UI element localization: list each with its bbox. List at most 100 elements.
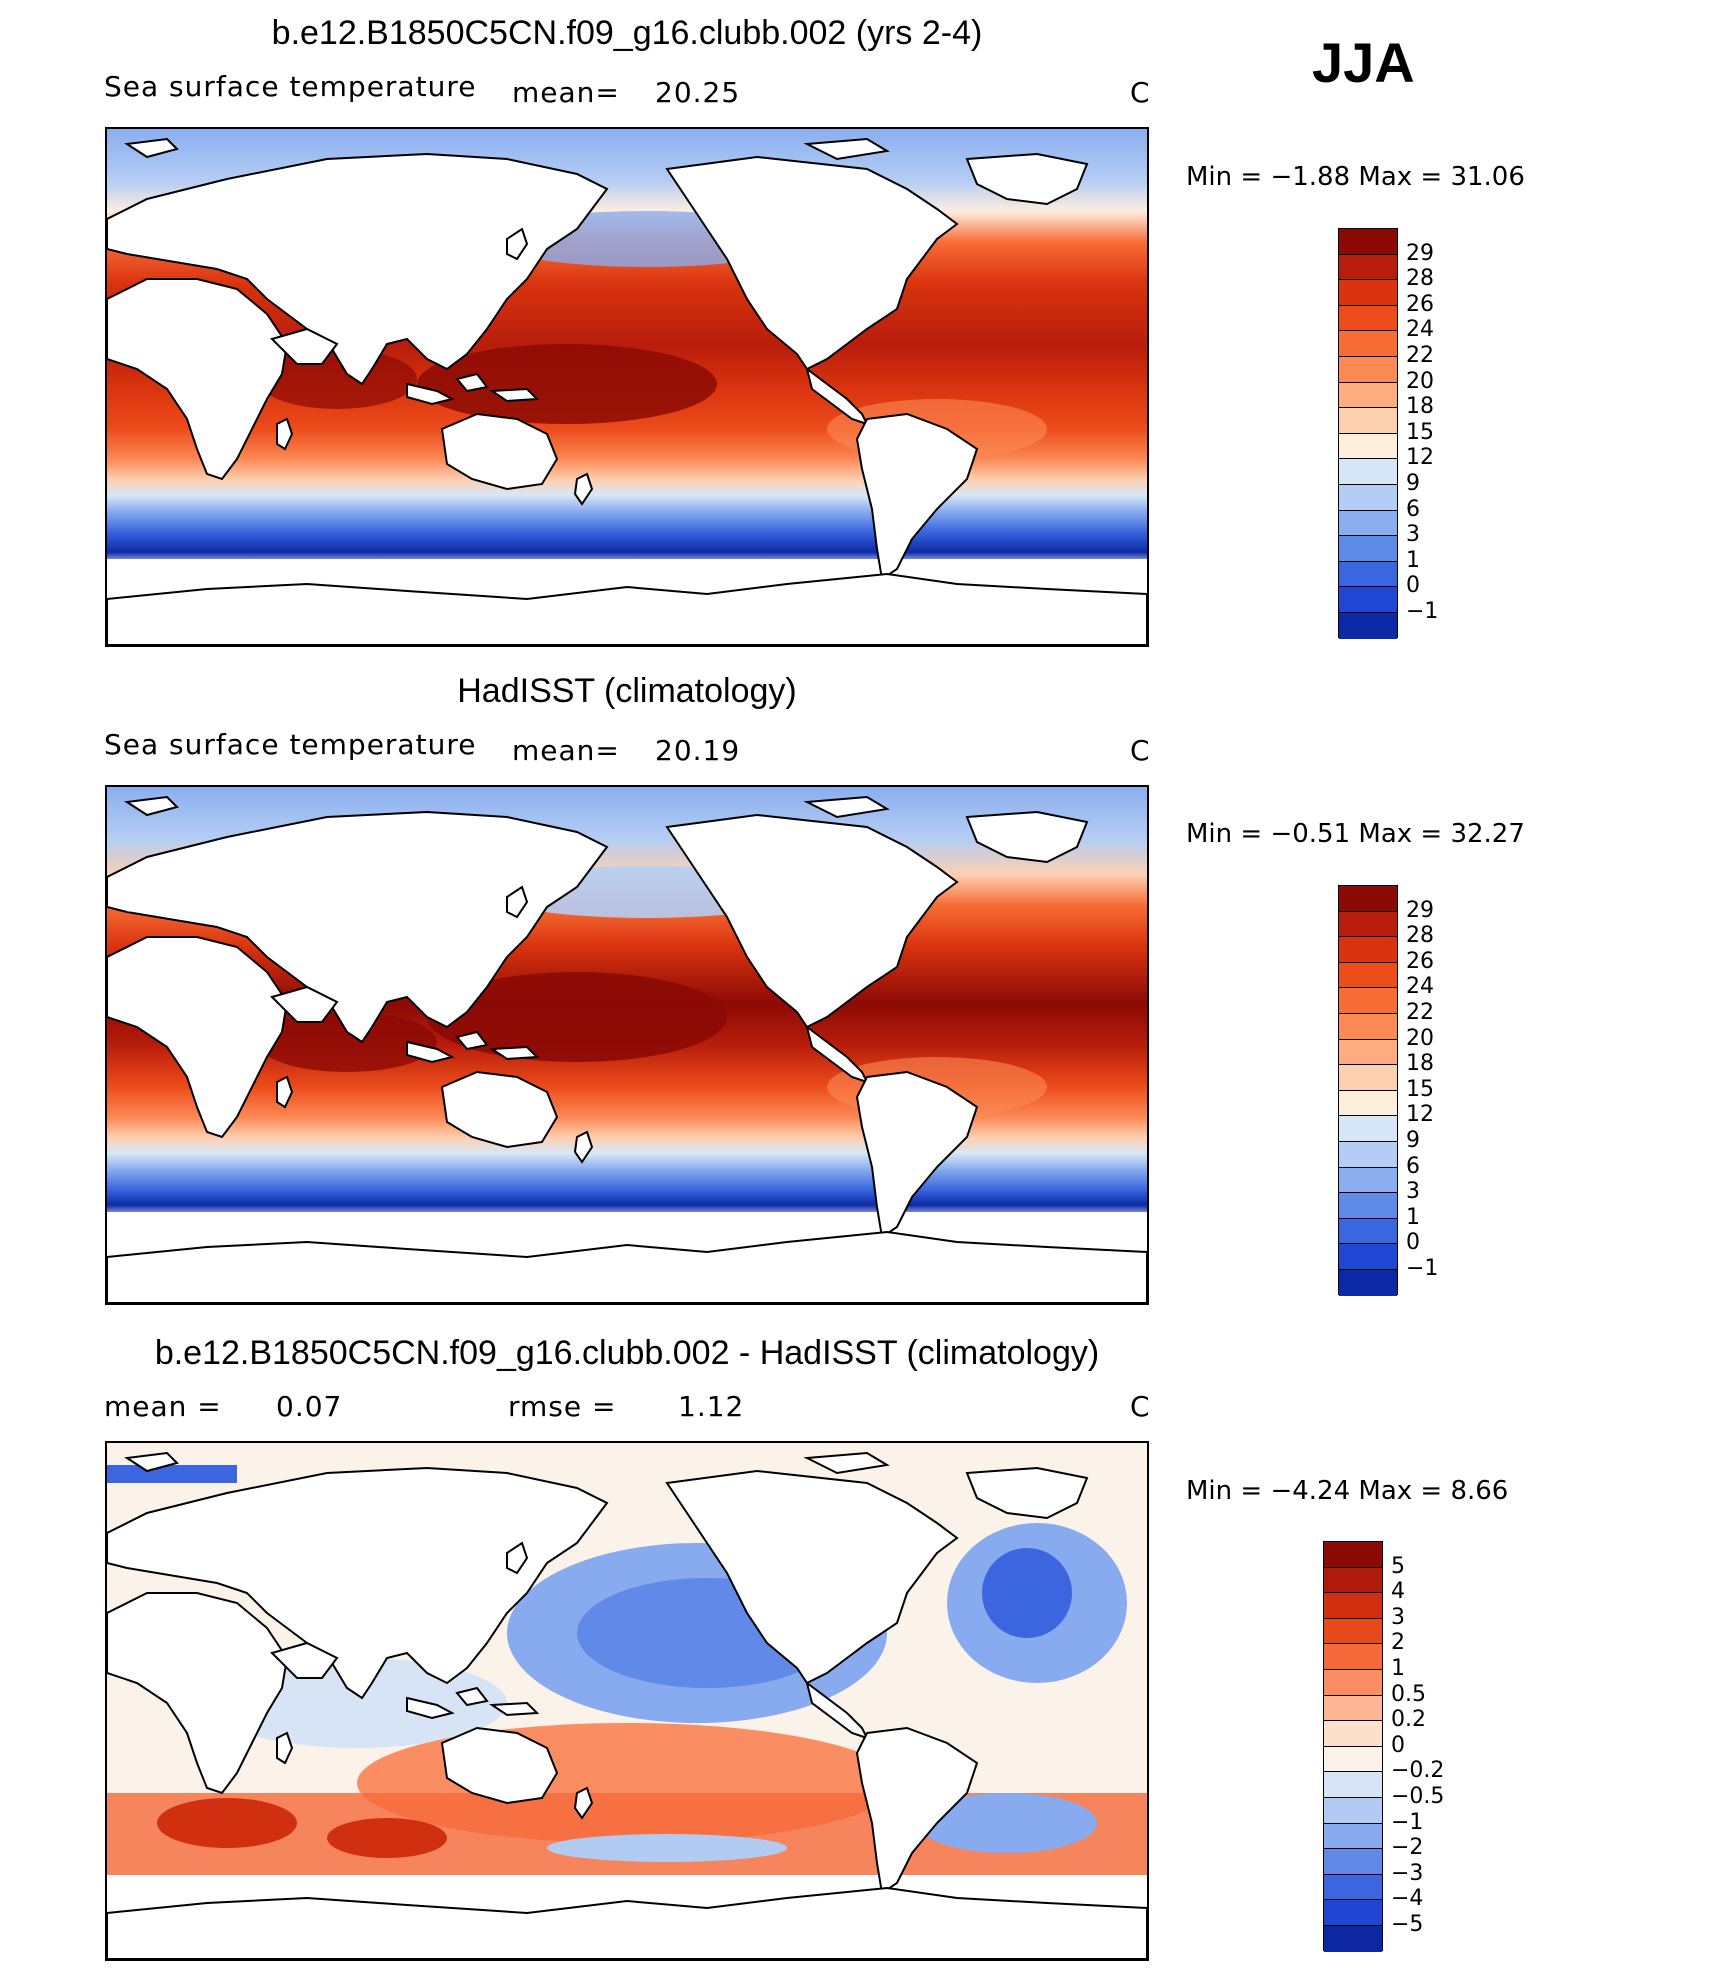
colorbar-segment	[1339, 357, 1397, 383]
colorbar-segment	[1324, 1823, 1382, 1850]
panel-1-minmax: Min = −1.88 Max = 31.06	[1186, 162, 1525, 192]
colorbar-tick-label: 29	[1406, 897, 1434, 923]
panel-3-mean-value: 0.07	[276, 1390, 343, 1423]
colorbar-segment	[1324, 1567, 1382, 1594]
colorbar-tick-label: 0.2	[1391, 1707, 1426, 1733]
colorbar-segment	[1324, 1618, 1382, 1645]
colorbar-segment	[1324, 1670, 1382, 1696]
colorbar-tick-label: −1	[1406, 1256, 1439, 1281]
colorbar-segment	[1339, 1065, 1397, 1091]
colorbar-tick-label: 24	[1406, 974, 1434, 1000]
colorbar-segment	[1339, 536, 1397, 562]
colorbar-tick-label: 3	[1391, 1604, 1405, 1630]
colorbar-tick-label: 28	[1406, 923, 1434, 949]
colorbar-segment	[1339, 408, 1397, 434]
colorbar-tick-label: 15	[1406, 419, 1434, 445]
colorbar-tick-label: 6	[1406, 1153, 1420, 1179]
colorbar-segment	[1324, 1542, 1382, 1568]
colorbar-segment	[1324, 1798, 1382, 1824]
colorbar-segment	[1324, 1746, 1382, 1773]
colorbar-tick-label: 0	[1391, 1732, 1405, 1758]
colorbar-tick-label: 26	[1406, 291, 1434, 317]
colorbar-tick-label: −1	[1391, 1809, 1424, 1835]
colorbar-tick-label: 29	[1406, 240, 1434, 266]
colorbar-box	[1338, 228, 1398, 639]
colorbar-segment	[1324, 1593, 1382, 1619]
colorbar-tick-label: 5	[1391, 1553, 1405, 1579]
colorbar-tick-label: 20	[1406, 1025, 1434, 1051]
colorbar-segment	[1339, 331, 1397, 357]
colorbar-tick-label: 0	[1406, 1230, 1420, 1256]
panel-2-mean-value: 20.19	[655, 734, 741, 767]
colorbar-segment	[1339, 485, 1397, 511]
colorbar-tick-label: −0.2	[1391, 1758, 1445, 1784]
colorbar-tick-label: 24	[1406, 317, 1434, 343]
panel-2-minmax: Min = −0.51 Max = 32.27	[1186, 819, 1525, 849]
colorbar-segment	[1339, 280, 1397, 306]
colorbar-segment	[1324, 1772, 1382, 1798]
colorbar-segment	[1339, 254, 1397, 281]
colorbar-tick-label: 9	[1406, 1128, 1420, 1153]
colorbar-segment	[1339, 510, 1397, 537]
colorbar-segment	[1339, 1218, 1397, 1245]
panel-3-units: C	[1130, 1390, 1151, 1423]
colorbar-tick-label: 0.5	[1391, 1681, 1426, 1707]
colorbar-segment	[1339, 1116, 1397, 1142]
panel-3-rmse-label: rmse =	[508, 1390, 617, 1423]
colorbar-tick-label: −5	[1391, 1912, 1424, 1937]
panel-2-title: HadISST (climatology)	[457, 672, 797, 710]
colorbar-tick-label: −4	[1391, 1886, 1424, 1912]
colorbar-segment	[1324, 1695, 1382, 1722]
colorbar-segment	[1339, 1090, 1397, 1117]
colorbar-tick-label: 26	[1406, 948, 1434, 974]
colorbar-segment	[1339, 1039, 1397, 1066]
colorbar-segment	[1339, 587, 1397, 613]
colorbar-segment	[1339, 1142, 1397, 1168]
colorbar-tick-label: 12	[1406, 445, 1434, 471]
colorbar-segment	[1339, 886, 1397, 912]
panel-2-units: C	[1130, 734, 1151, 767]
colorbar-tick-label: 6	[1406, 496, 1420, 522]
season-label: JJA	[1312, 31, 1415, 94]
panel-1-mean-label: mean=	[512, 76, 620, 109]
colorbar-box	[1338, 885, 1398, 1296]
colorbar-segment	[1339, 459, 1397, 485]
colorbar-segment	[1339, 1244, 1397, 1270]
colorbar-segment	[1339, 911, 1397, 938]
colorbar-segment	[1339, 229, 1397, 255]
colorbar-tick-label: 1	[1406, 1204, 1420, 1230]
colorbar-segment	[1324, 1926, 1382, 1952]
colorbar-tick-label: 1	[1406, 547, 1420, 573]
colorbar-tick-label: 2	[1391, 1630, 1405, 1656]
colorbar-tick-label: −0.5	[1391, 1784, 1445, 1809]
colorbar-segment	[1339, 937, 1397, 963]
panel-3-mean-label: mean =	[104, 1390, 222, 1423]
colorbar-segment	[1339, 988, 1397, 1014]
colorbar-tick-label: 9	[1406, 471, 1420, 496]
colorbar-segment	[1339, 1193, 1397, 1219]
colorbar-tick-label: 4	[1391, 1579, 1405, 1605]
colorbar-segment	[1339, 962, 1397, 989]
colorbar-tick-label: 3	[1406, 522, 1420, 548]
colorbar-segment	[1339, 1270, 1397, 1296]
colorbar-segment	[1339, 305, 1397, 332]
colorbar-segment	[1324, 1644, 1382, 1670]
colorbar-tick-label: −1	[1406, 599, 1439, 624]
panel-2-variable-label: Sea surface temperature	[104, 728, 477, 761]
panel-1-variable-label: Sea surface temperature	[104, 70, 477, 103]
colorbar-segment	[1339, 561, 1397, 588]
colorbar-segment	[1324, 1849, 1382, 1875]
panel-3-map-svg	[107, 1443, 1147, 1959]
panel-3-map	[105, 1441, 1149, 1961]
colorbar-tick-label: 22	[1406, 343, 1434, 368]
colorbar-tick-label: −2	[1391, 1835, 1424, 1861]
colorbar-tick-label: 20	[1406, 368, 1434, 394]
colorbar-segment	[1339, 613, 1397, 639]
colorbar-segment	[1339, 1014, 1397, 1040]
colorbar-box	[1323, 1541, 1383, 1952]
panel-2-map-svg	[107, 787, 1147, 1303]
colorbar-segment	[1324, 1900, 1382, 1926]
colorbar-tick-label: 22	[1406, 1000, 1434, 1025]
colorbar-segment	[1339, 433, 1397, 460]
colorbar-tick-label: 28	[1406, 266, 1434, 292]
